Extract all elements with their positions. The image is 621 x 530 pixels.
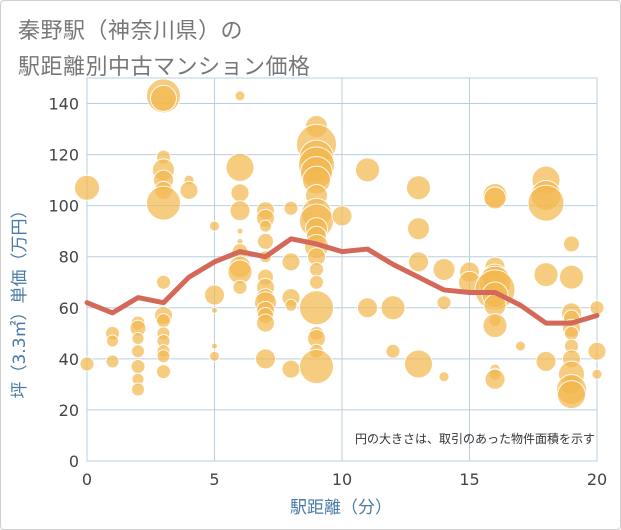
data-bubble: [156, 313, 171, 329]
data-bubble: [299, 349, 334, 385]
data-bubble: [432, 258, 456, 281]
y-tick-label: 120: [48, 146, 79, 165]
data-bubble: [380, 295, 406, 321]
y-tick-label: 140: [48, 95, 79, 114]
data-bubble: [515, 340, 526, 352]
y-tick-label: 40: [59, 350, 79, 369]
data-bubble: [559, 264, 584, 290]
data-bubble: [587, 341, 607, 361]
trend-line-group: [84, 236, 600, 326]
data-bubble: [232, 279, 248, 295]
data-bubble: [309, 262, 324, 277]
data-bubble: [156, 349, 171, 364]
y-tick-label: 100: [48, 197, 79, 216]
data-bubble: [438, 371, 450, 383]
data-bubble: [209, 220, 220, 232]
data-bubble: [357, 297, 378, 319]
data-bubble: [533, 262, 559, 288]
y-tick-label: 80: [59, 248, 79, 267]
data-bubble: [404, 349, 433, 379]
x-tick-label: 10: [332, 470, 352, 489]
data-bubble: [204, 284, 225, 306]
data-bubble: [179, 180, 199, 200]
data-bubble: [355, 157, 380, 183]
data-bubble: [156, 274, 171, 290]
x-tick-label: 20: [587, 470, 607, 489]
y-tick-label: 0: [69, 452, 79, 471]
data-bubble: [131, 344, 145, 359]
data-bubble: [283, 200, 299, 216]
data-bubble: [106, 334, 119, 348]
data-bubble: [331, 205, 353, 227]
data-bubble: [591, 368, 603, 380]
y-tick-label: 60: [59, 299, 79, 318]
data-bubble: [131, 331, 145, 345]
chart-title: 秦野駅（神奈川県）の 駅距離別中古マンション価格: [18, 14, 311, 86]
data-bubble: [527, 184, 565, 222]
tick-labels: 0 5 10 15 20 0 20 40 60 80 100 120 140: [48, 95, 607, 489]
data-bubble: [385, 343, 401, 359]
data-bubble: [281, 252, 301, 272]
data-bubble: [236, 227, 244, 235]
y-tick-label: 20: [59, 401, 79, 420]
bubble-size-annotation: 円の大きさは、取引のあった物件面積を示す: [355, 431, 595, 446]
data-bubble: [484, 368, 506, 390]
data-bubble: [230, 183, 250, 203]
data-bubble: [256, 313, 275, 333]
data-bubble: [535, 350, 557, 372]
bubble-series: [74, 78, 607, 410]
data-bubble: [146, 185, 181, 221]
data-bubble: [281, 359, 301, 379]
data-bubble: [482, 313, 508, 339]
data-bubble: [150, 84, 177, 112]
data-bubble: [589, 300, 605, 316]
data-bubble: [211, 306, 218, 314]
data-bubble: [483, 186, 507, 210]
data-bubble: [234, 90, 246, 102]
chart-title-line1: 秦野駅（神奈川県）の: [18, 19, 244, 44]
data-bubble: [74, 174, 100, 201]
data-bubble: [130, 359, 146, 375]
data-bubble: [255, 348, 276, 370]
x-axis-label: 駅距離（分）: [290, 498, 392, 518]
x-tick-label: 0: [82, 470, 92, 489]
grid-lines: [86, 77, 598, 462]
data-bubble: [156, 364, 171, 380]
data-bubble: [299, 290, 334, 326]
data-bubble: [309, 274, 324, 290]
data-bubble: [105, 354, 120, 369]
data-bubble: [209, 350, 220, 362]
x-tick-label: 5: [209, 470, 219, 489]
data-bubble: [131, 382, 145, 397]
data-bubble: [406, 175, 431, 201]
data-bubble: [563, 235, 580, 253]
data-bubble: [436, 295, 452, 311]
data-bubble: [408, 251, 429, 273]
chart-title-line2: 駅距離別中古マンション価格: [18, 55, 311, 80]
data-bubble: [225, 152, 255, 182]
trend-line: [84, 236, 600, 326]
x-tick-label: 15: [459, 470, 479, 489]
data-bubble: [557, 380, 586, 410]
data-bubble: [229, 200, 251, 222]
data-bubble: [259, 219, 272, 233]
data-bubble: [407, 217, 430, 241]
data-bubble: [257, 232, 274, 250]
data-bubble: [79, 356, 95, 372]
data-bubble: [564, 325, 579, 341]
data-bubble: [284, 298, 298, 312]
data-bubble: [211, 342, 218, 350]
y-axis-label: 坪（3.3㎡）単価（万円）: [10, 201, 30, 398]
